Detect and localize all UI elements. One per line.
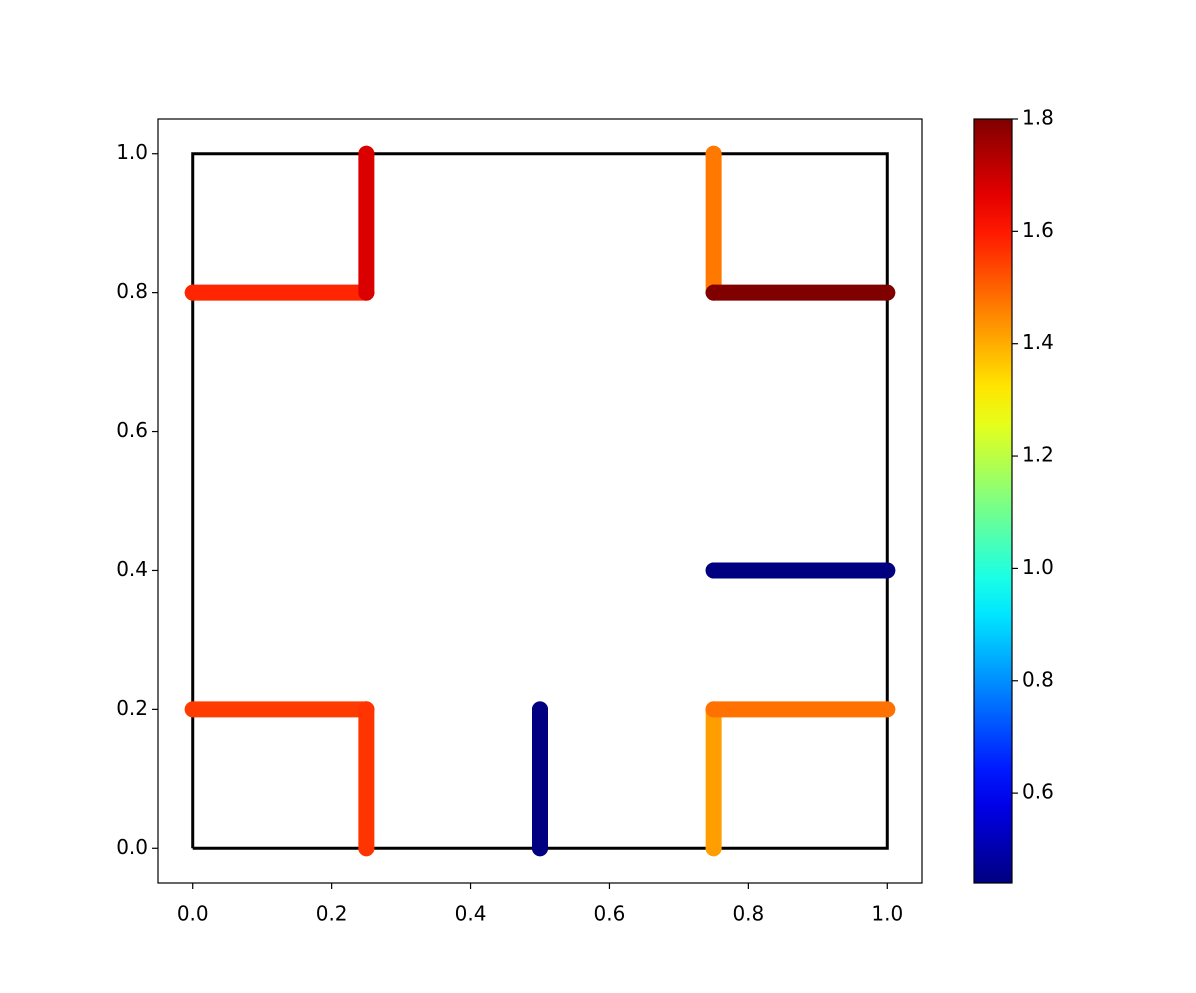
colorbar-tick-label: 1.8 <box>1022 106 1054 130</box>
colorbar-tick-label: 1.4 <box>1022 330 1054 354</box>
segment-end <box>358 284 375 301</box>
segment-end <box>879 701 896 718</box>
segment-end <box>705 284 722 301</box>
segment-end <box>705 840 722 857</box>
segment-end <box>358 145 375 162</box>
segment-end <box>879 562 896 579</box>
y-tick-label: 0.4 <box>116 557 148 581</box>
colorbar-tick-label: 0.8 <box>1022 667 1054 691</box>
segment-end <box>358 840 375 857</box>
outline <box>191 152 889 850</box>
segment-end <box>705 145 722 162</box>
segment-end <box>705 562 722 579</box>
plot-frame <box>157 118 923 884</box>
colorbar-tick-label: 1.2 <box>1022 443 1054 467</box>
y-tick-label: 0.2 <box>116 696 148 720</box>
y-tick-label: 0.8 <box>116 279 148 303</box>
y-tick-label: 0.0 <box>116 835 148 859</box>
segment-end <box>705 701 722 718</box>
y-tick-label: 0.6 <box>116 418 148 442</box>
y-tick-label: 1.0 <box>116 140 148 164</box>
colorbar-tick-label: 0.6 <box>1022 780 1054 804</box>
segment-end <box>879 284 896 301</box>
colorbar-tick-label: 1.0 <box>1022 555 1054 579</box>
x-tick-label: 0.2 <box>316 902 348 926</box>
segment-end <box>532 840 548 857</box>
x-tick-label: 1.0 <box>871 902 903 926</box>
colorbar-tick-label: 1.6 <box>1022 218 1054 242</box>
x-tick-label: 0.8 <box>732 902 764 926</box>
segment-end <box>358 701 375 718</box>
x-tick-label: 0.0 <box>177 902 209 926</box>
x-tick-label: 0.6 <box>594 902 626 926</box>
colorbar <box>973 118 1013 884</box>
segment-end <box>532 701 548 718</box>
x-tick-label: 0.4 <box>455 902 487 926</box>
segment-end <box>184 701 201 718</box>
segment-end <box>184 284 201 301</box>
